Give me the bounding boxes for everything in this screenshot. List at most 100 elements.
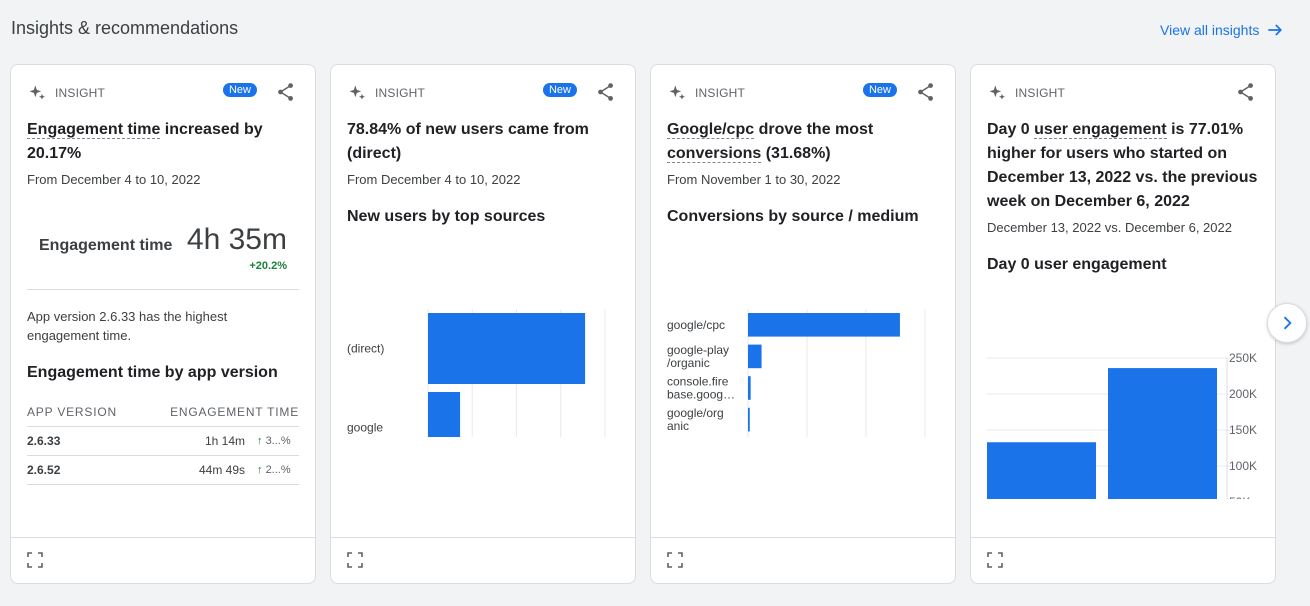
insight-headline: Day 0 user engagement is 77.01% higher f… bbox=[987, 118, 1259, 214]
insight-label: INSIGHT bbox=[55, 86, 106, 100]
conversions-chart: 020K40K60Kgoogle/cpcgoogle-play/organicc… bbox=[667, 309, 926, 437]
sparkle-icon bbox=[349, 85, 365, 100]
y-tick-label: 50K bbox=[1229, 495, 1250, 499]
insight-note: App version 2.6.33 has the highest engag… bbox=[27, 309, 228, 343]
metric-link[interactable]: conversions bbox=[667, 145, 762, 163]
insight-headline: 78.84% of new users came from (direct) bbox=[347, 121, 589, 162]
category-label: /organic bbox=[667, 356, 710, 370]
insight-card-4: INSIGHT Day 0 user engagement is 77.01% … bbox=[970, 64, 1276, 584]
insight-label: INSIGHT bbox=[695, 86, 746, 100]
bar bbox=[748, 344, 762, 369]
y-tick-label: 200K bbox=[1229, 387, 1257, 401]
view-all-label: View all insights bbox=[1160, 22, 1260, 38]
column-header-app-version: APP VERSION bbox=[27, 404, 117, 419]
table-row: 2.6.52 44m 49s ↑ 2...% bbox=[27, 456, 299, 485]
category-label: console.fire bbox=[667, 375, 729, 389]
metric-link[interactable]: user engagement bbox=[1034, 121, 1167, 139]
app-version-cell: 2.6.52 bbox=[27, 463, 61, 477]
change-value: 3...% bbox=[265, 435, 291, 447]
card-header: INSIGHT New bbox=[667, 83, 943, 103]
bar bbox=[748, 313, 900, 337]
app-version-table: APP VERSION ENGAGEMENT TIME 2.6.33 1h 14… bbox=[27, 397, 299, 485]
card-header: INSIGHT New bbox=[27, 83, 303, 103]
share-icon[interactable] bbox=[595, 81, 617, 103]
engagement-time-cell: 1h 14m bbox=[204, 434, 245, 448]
category-label: google bbox=[347, 421, 383, 435]
bar bbox=[748, 407, 750, 432]
insight-card-2: INSIGHT New 78.84% of new users came fro… bbox=[330, 64, 636, 584]
category-label: google-play bbox=[667, 343, 729, 357]
category-label: anic bbox=[667, 419, 689, 433]
change-cell: ↑ 2...% bbox=[257, 464, 299, 476]
chart-title: Conversions by source / medium bbox=[667, 208, 919, 225]
insight-card-1: INSIGHT New Engagement time increased by… bbox=[10, 64, 316, 584]
share-icon[interactable] bbox=[275, 81, 297, 103]
engagement-time-cell: 44m 49s bbox=[198, 463, 245, 477]
date-range: From December 4 to 10, 2022 bbox=[27, 172, 201, 187]
sparkle-icon bbox=[989, 85, 1005, 100]
category-label: (direct) bbox=[347, 342, 384, 356]
headline-text: (31.68%) bbox=[761, 145, 831, 162]
new-badge: New bbox=[542, 83, 577, 97]
card-footer bbox=[651, 537, 955, 583]
new-badge: New bbox=[862, 83, 897, 97]
next-insights-button[interactable] bbox=[1267, 303, 1307, 343]
view-all-insights-link[interactable]: View all insights bbox=[1160, 20, 1285, 40]
card-header: INSIGHT bbox=[987, 83, 1263, 103]
insight-card-3: INSIGHT New Google/cpc drove the most co… bbox=[650, 64, 956, 584]
table-header: APP VERSION ENGAGEMENT TIME bbox=[27, 397, 299, 427]
y-tick-label: 100K bbox=[1229, 459, 1257, 473]
arrow-up-icon: ↑ bbox=[257, 435, 263, 447]
bar bbox=[1108, 368, 1217, 499]
insight-headline: Engagement time increased by 20.17% bbox=[27, 118, 299, 166]
share-icon[interactable] bbox=[915, 81, 937, 103]
expand-icon[interactable] bbox=[27, 552, 43, 568]
y-tick-label: 150K bbox=[1229, 423, 1257, 437]
headline-text: drove the most bbox=[754, 121, 874, 138]
expand-icon[interactable] bbox=[987, 552, 1003, 568]
expand-icon[interactable] bbox=[667, 552, 683, 568]
date-range: December 13, 2022 vs. December 6, 2022 bbox=[987, 220, 1232, 235]
category-label: base.goog… bbox=[667, 388, 735, 402]
change-value: 2...% bbox=[265, 464, 291, 476]
metric-label: Engagement time bbox=[39, 237, 173, 254]
metric-value: 4h 35m bbox=[186, 223, 287, 256]
category-label: google/cpc bbox=[667, 318, 725, 332]
insight-label: INSIGHT bbox=[375, 86, 426, 100]
card-footer bbox=[331, 537, 635, 583]
headline-text: Day 0 bbox=[987, 121, 1035, 138]
chart-title: Day 0 user engagement bbox=[987, 256, 1167, 273]
card-header: INSIGHT New bbox=[347, 83, 623, 103]
expand-icon[interactable] bbox=[347, 552, 363, 568]
chart-title: Engagement time by app version bbox=[27, 364, 278, 381]
arrow-right-icon bbox=[1268, 24, 1283, 36]
dimension-link[interactable]: Google/cpc bbox=[667, 121, 755, 139]
change-cell: ↑ 3...% bbox=[257, 435, 299, 447]
new-users-chart: 02K4K6K8K(direct)google bbox=[347, 309, 606, 437]
date-range: From November 1 to 30, 2022 bbox=[667, 172, 841, 187]
category-label: google/org bbox=[667, 406, 724, 420]
column-header-engagement-time: ENGAGEMENT TIME bbox=[170, 404, 299, 419]
day0-engagement-chart: 050K100K150K200K250KDec 6Dec 13 bbox=[987, 351, 1257, 499]
bar bbox=[428, 313, 586, 384]
insight-headline: Google/cpc drove the most conversions (3… bbox=[667, 118, 939, 166]
headline-text: increased by 20.17% bbox=[27, 121, 263, 162]
bar bbox=[987, 442, 1096, 499]
card-footer bbox=[11, 537, 315, 583]
sparkle-icon bbox=[29, 85, 45, 100]
bar bbox=[748, 376, 751, 400]
bar bbox=[428, 392, 461, 437]
header-title: Insights & recommendations bbox=[11, 18, 239, 38]
app-version-cell: 2.6.33 bbox=[27, 434, 61, 448]
card-footer bbox=[971, 537, 1275, 583]
divider bbox=[27, 289, 299, 290]
new-badge: New bbox=[222, 83, 257, 97]
chevron-right-icon bbox=[1283, 316, 1292, 330]
date-range: From December 4 to 10, 2022 bbox=[347, 172, 521, 187]
insight-label: INSIGHT bbox=[1015, 86, 1066, 100]
sparkle-icon bbox=[669, 85, 685, 100]
metric-link[interactable]: Engagement time bbox=[27, 121, 161, 139]
chart-title: New users by top sources bbox=[347, 208, 546, 225]
y-tick-label: 250K bbox=[1229, 351, 1257, 365]
share-icon[interactable] bbox=[1235, 81, 1257, 103]
